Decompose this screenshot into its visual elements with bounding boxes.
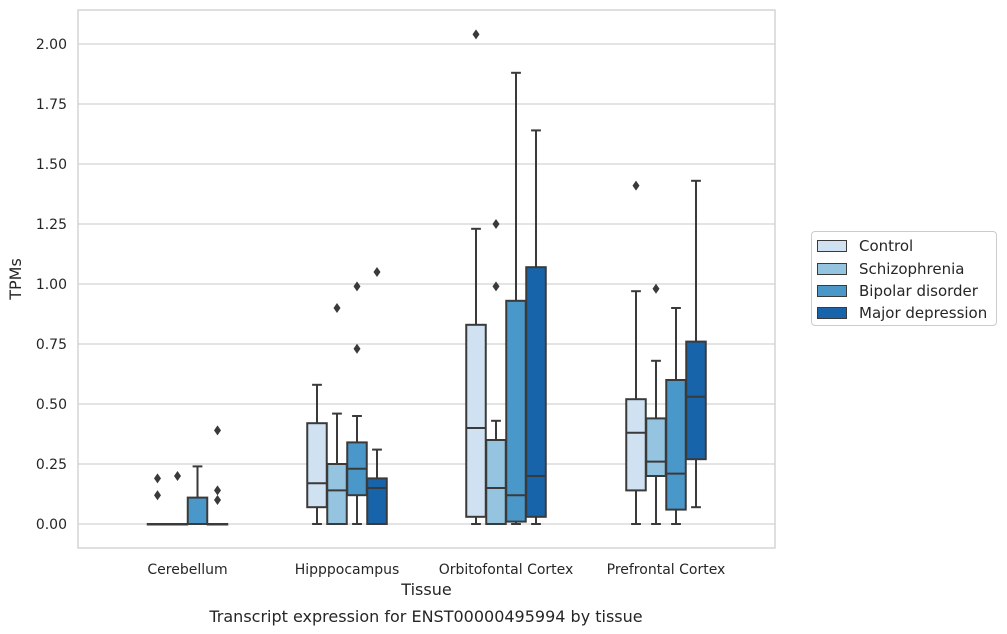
plot-frame	[77, 9, 776, 549]
legend-item-major-depression: Major depression	[817, 303, 987, 323]
y-tick-label: 0.00	[36, 517, 67, 533]
box-iqr	[505, 299, 527, 523]
legend-item-schizophrenia: Schizophrenia	[817, 259, 964, 279]
box-control-cerebellum	[146, 473, 169, 526]
figure-caption: Transcript expression for ENST0000049599…	[208, 607, 642, 626]
y-axis-label: TPMs	[6, 258, 25, 301]
outlier-point	[214, 495, 221, 505]
box-schizophrenia-prefrontal-cortex	[645, 283, 667, 525]
legend-label-major-depression: Major depression	[859, 304, 988, 322]
box-bipolar-disorder-cerebellum	[186, 465, 209, 526]
outlier-point	[492, 281, 500, 292]
box-control-hipppocampus	[306, 383, 328, 525]
box-iqr	[525, 266, 547, 518]
box-iqr	[326, 463, 348, 525]
outlier-point	[492, 219, 500, 229]
box-schizophrenia-hipppocampus	[326, 303, 348, 525]
x-tick-label: Orbitofontal Cortex	[439, 562, 574, 578]
y-tick-label: 1.50	[36, 157, 67, 173]
outlier-point	[333, 303, 341, 313]
outlier-point	[154, 473, 161, 484]
box-iqr	[625, 398, 647, 492]
box-iqr	[366, 477, 388, 525]
outlier-point	[632, 180, 640, 191]
box-schizophrenia-orbitofontal-cortex	[485, 219, 507, 525]
box-major-depression-prefrontal-cortex	[685, 179, 707, 509]
box-iqr	[465, 323, 487, 518]
box-control-orbitofontal-cortex	[465, 29, 487, 525]
legend-label-control: Control	[859, 237, 914, 255]
legend-item-control: Control	[817, 236, 913, 256]
outlier-point	[214, 485, 221, 496]
grid-lines	[78, 43, 775, 525]
y-tick-label: 2.00	[36, 37, 67, 53]
outlier-point	[353, 281, 361, 292]
y-tick-labels: 0.00 0.25 0.50 0.75 1.00 1.25 1.50 1.75 2.00	[36, 37, 67, 533]
box-major-depression-hipppocampus	[366, 267, 388, 525]
y-tick-label: 1.25	[36, 217, 67, 233]
box-major-depression-cerebellum	[206, 425, 229, 526]
series-control	[146, 29, 647, 526]
y-tick-label: 0.25	[36, 457, 67, 473]
outlier-point	[353, 343, 361, 354]
outlier-point	[154, 490, 161, 501]
box-iqr	[645, 417, 667, 477]
box-bipolar-disorder-prefrontal-cortex	[665, 307, 687, 525]
legend-swatch-schizophrenia	[817, 263, 847, 275]
legend-label-bipolar-disorder: Bipolar disorder	[859, 282, 978, 300]
legend: Control Schizophrenia Bipolar disorder M…	[811, 231, 997, 326]
box-major-depression-orbitofontal-cortex	[525, 129, 547, 525]
box-iqr	[186, 496, 209, 526]
x-tick-label: Prefrontal Cortex	[607, 562, 726, 578]
box-iqr	[685, 340, 707, 461]
box-iqr	[306, 422, 328, 509]
x-tick-label: Hipppocampus	[295, 562, 400, 578]
boxplot-series	[146, 29, 707, 526]
legend-swatch-major-depression	[817, 307, 847, 319]
box-bipolar-disorder-orbitofontal-cortex	[505, 71, 527, 525]
y-tick-label: 0.75	[36, 337, 67, 353]
y-tick-label: 1.00	[36, 277, 67, 293]
x-tick-label: Cerebellum	[147, 562, 227, 578]
series-major-depression	[206, 129, 707, 526]
x-tick-labels: Cerebellum Hipppocampus Orbitofontal Corte…	[147, 562, 725, 578]
legend-label-schizophrenia: Schizophrenia	[859, 260, 965, 278]
box-iqr	[665, 379, 687, 511]
outlier-point	[472, 29, 480, 40]
x-axis-label: Tissue	[400, 580, 451, 599]
box-iqr	[485, 439, 507, 525]
y-tick-label: 1.75	[36, 97, 67, 113]
box-control-prefrontal-cortex	[625, 180, 647, 525]
outlier-point	[174, 471, 181, 481]
box-schizophrenia-cerebellum	[166, 471, 189, 526]
legend-swatch-bipolar-disorder	[817, 285, 847, 297]
box-bipolar-disorder-hipppocampus	[346, 281, 368, 525]
outlier-point	[652, 283, 660, 294]
series-schizophrenia	[166, 219, 667, 526]
outlier-point	[373, 267, 381, 277]
outlier-point	[214, 425, 221, 436]
legend-swatch-control	[817, 240, 847, 252]
y-tick-label: 0.50	[36, 397, 67, 413]
series-bipolar-disorder	[186, 71, 687, 526]
legend-item-bipolar-disorder: Bipolar disorder	[817, 281, 978, 301]
